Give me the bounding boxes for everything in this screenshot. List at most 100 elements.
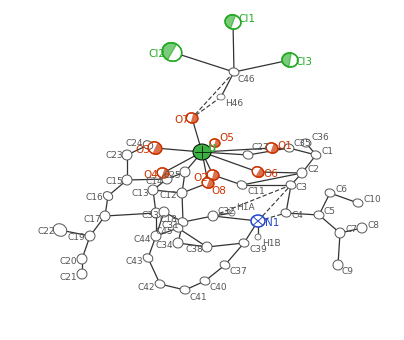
Ellipse shape — [251, 215, 265, 227]
Text: U: U — [208, 144, 217, 154]
Ellipse shape — [100, 211, 110, 221]
Ellipse shape — [77, 269, 87, 279]
Text: C14: C14 — [145, 177, 163, 187]
Ellipse shape — [207, 170, 219, 180]
Text: C36: C36 — [311, 134, 329, 142]
Text: O4: O4 — [143, 170, 158, 180]
Ellipse shape — [255, 234, 261, 240]
Text: C43: C43 — [126, 256, 144, 266]
Text: O3: O3 — [135, 145, 150, 155]
Ellipse shape — [143, 141, 153, 149]
Text: C6: C6 — [335, 186, 347, 194]
Ellipse shape — [243, 151, 253, 159]
Text: H1A: H1A — [236, 204, 255, 212]
Text: O6: O6 — [263, 169, 278, 179]
Text: C21: C21 — [60, 272, 78, 282]
Text: C11: C11 — [247, 187, 265, 197]
Text: Cl3: Cl3 — [295, 57, 312, 67]
Ellipse shape — [220, 261, 230, 269]
Text: C44: C44 — [134, 235, 152, 243]
Ellipse shape — [177, 188, 187, 198]
Ellipse shape — [122, 150, 132, 160]
Text: C23: C23 — [105, 151, 123, 159]
Ellipse shape — [85, 231, 95, 241]
Ellipse shape — [325, 189, 335, 197]
Ellipse shape — [311, 151, 321, 159]
Text: C37: C37 — [229, 268, 247, 276]
Text: C1: C1 — [321, 148, 333, 156]
Polygon shape — [206, 178, 214, 188]
Ellipse shape — [217, 94, 225, 100]
Text: C33: C33 — [142, 210, 160, 220]
Ellipse shape — [237, 181, 247, 189]
Ellipse shape — [193, 144, 211, 160]
Text: O2: O2 — [193, 173, 208, 183]
Polygon shape — [162, 43, 177, 60]
Text: C24: C24 — [126, 138, 143, 148]
Ellipse shape — [286, 181, 296, 189]
Text: Cl1: Cl1 — [238, 14, 255, 24]
Text: C46: C46 — [238, 74, 256, 84]
Text: C41: C41 — [189, 292, 206, 302]
Ellipse shape — [186, 113, 198, 123]
Text: C5: C5 — [324, 207, 336, 217]
Polygon shape — [191, 113, 198, 123]
Polygon shape — [255, 168, 264, 177]
Ellipse shape — [180, 286, 190, 294]
Text: C25: C25 — [163, 171, 181, 181]
Ellipse shape — [77, 254, 87, 264]
Ellipse shape — [155, 280, 165, 288]
Ellipse shape — [335, 228, 345, 238]
Ellipse shape — [173, 238, 183, 248]
Polygon shape — [152, 142, 162, 154]
Ellipse shape — [173, 224, 183, 232]
Ellipse shape — [151, 231, 161, 241]
Polygon shape — [212, 170, 219, 180]
Text: N1: N1 — [265, 218, 280, 228]
Text: C38: C38 — [185, 245, 203, 255]
Polygon shape — [270, 143, 278, 153]
Ellipse shape — [148, 185, 158, 195]
Text: O8: O8 — [211, 186, 226, 196]
Text: C16: C16 — [86, 193, 104, 203]
Text: C7: C7 — [345, 225, 357, 235]
Text: C8: C8 — [367, 221, 379, 230]
Text: C20: C20 — [60, 257, 78, 267]
Text: C27: C27 — [252, 142, 269, 152]
Text: C2: C2 — [307, 166, 319, 174]
Polygon shape — [161, 168, 169, 178]
Ellipse shape — [284, 144, 294, 152]
Text: C18: C18 — [160, 216, 178, 224]
Text: O7: O7 — [174, 115, 189, 125]
Ellipse shape — [357, 223, 367, 233]
Ellipse shape — [53, 224, 67, 236]
Ellipse shape — [314, 211, 324, 219]
Text: C13: C13 — [131, 188, 149, 198]
Ellipse shape — [353, 199, 363, 207]
Text: C19: C19 — [68, 234, 86, 242]
Text: C10: C10 — [363, 195, 381, 204]
Ellipse shape — [229, 68, 239, 76]
Ellipse shape — [159, 207, 169, 217]
Ellipse shape — [202, 178, 214, 188]
Ellipse shape — [252, 167, 264, 177]
Text: C42: C42 — [138, 283, 156, 291]
Ellipse shape — [282, 53, 298, 67]
Ellipse shape — [180, 167, 190, 177]
Ellipse shape — [266, 143, 278, 153]
Text: C45: C45 — [156, 226, 174, 236]
Text: C31: C31 — [161, 221, 179, 230]
Ellipse shape — [239, 239, 249, 247]
Ellipse shape — [225, 15, 241, 29]
Polygon shape — [282, 53, 291, 67]
Text: C39: C39 — [249, 245, 267, 255]
Text: C40: C40 — [209, 284, 227, 292]
Text: C32: C32 — [218, 206, 236, 216]
Text: Cl2: Cl2 — [148, 49, 165, 59]
Text: H46: H46 — [225, 99, 243, 107]
Text: C17: C17 — [83, 215, 101, 223]
Ellipse shape — [157, 168, 169, 178]
Ellipse shape — [151, 208, 161, 218]
Text: O5: O5 — [219, 133, 234, 143]
Ellipse shape — [229, 210, 235, 216]
